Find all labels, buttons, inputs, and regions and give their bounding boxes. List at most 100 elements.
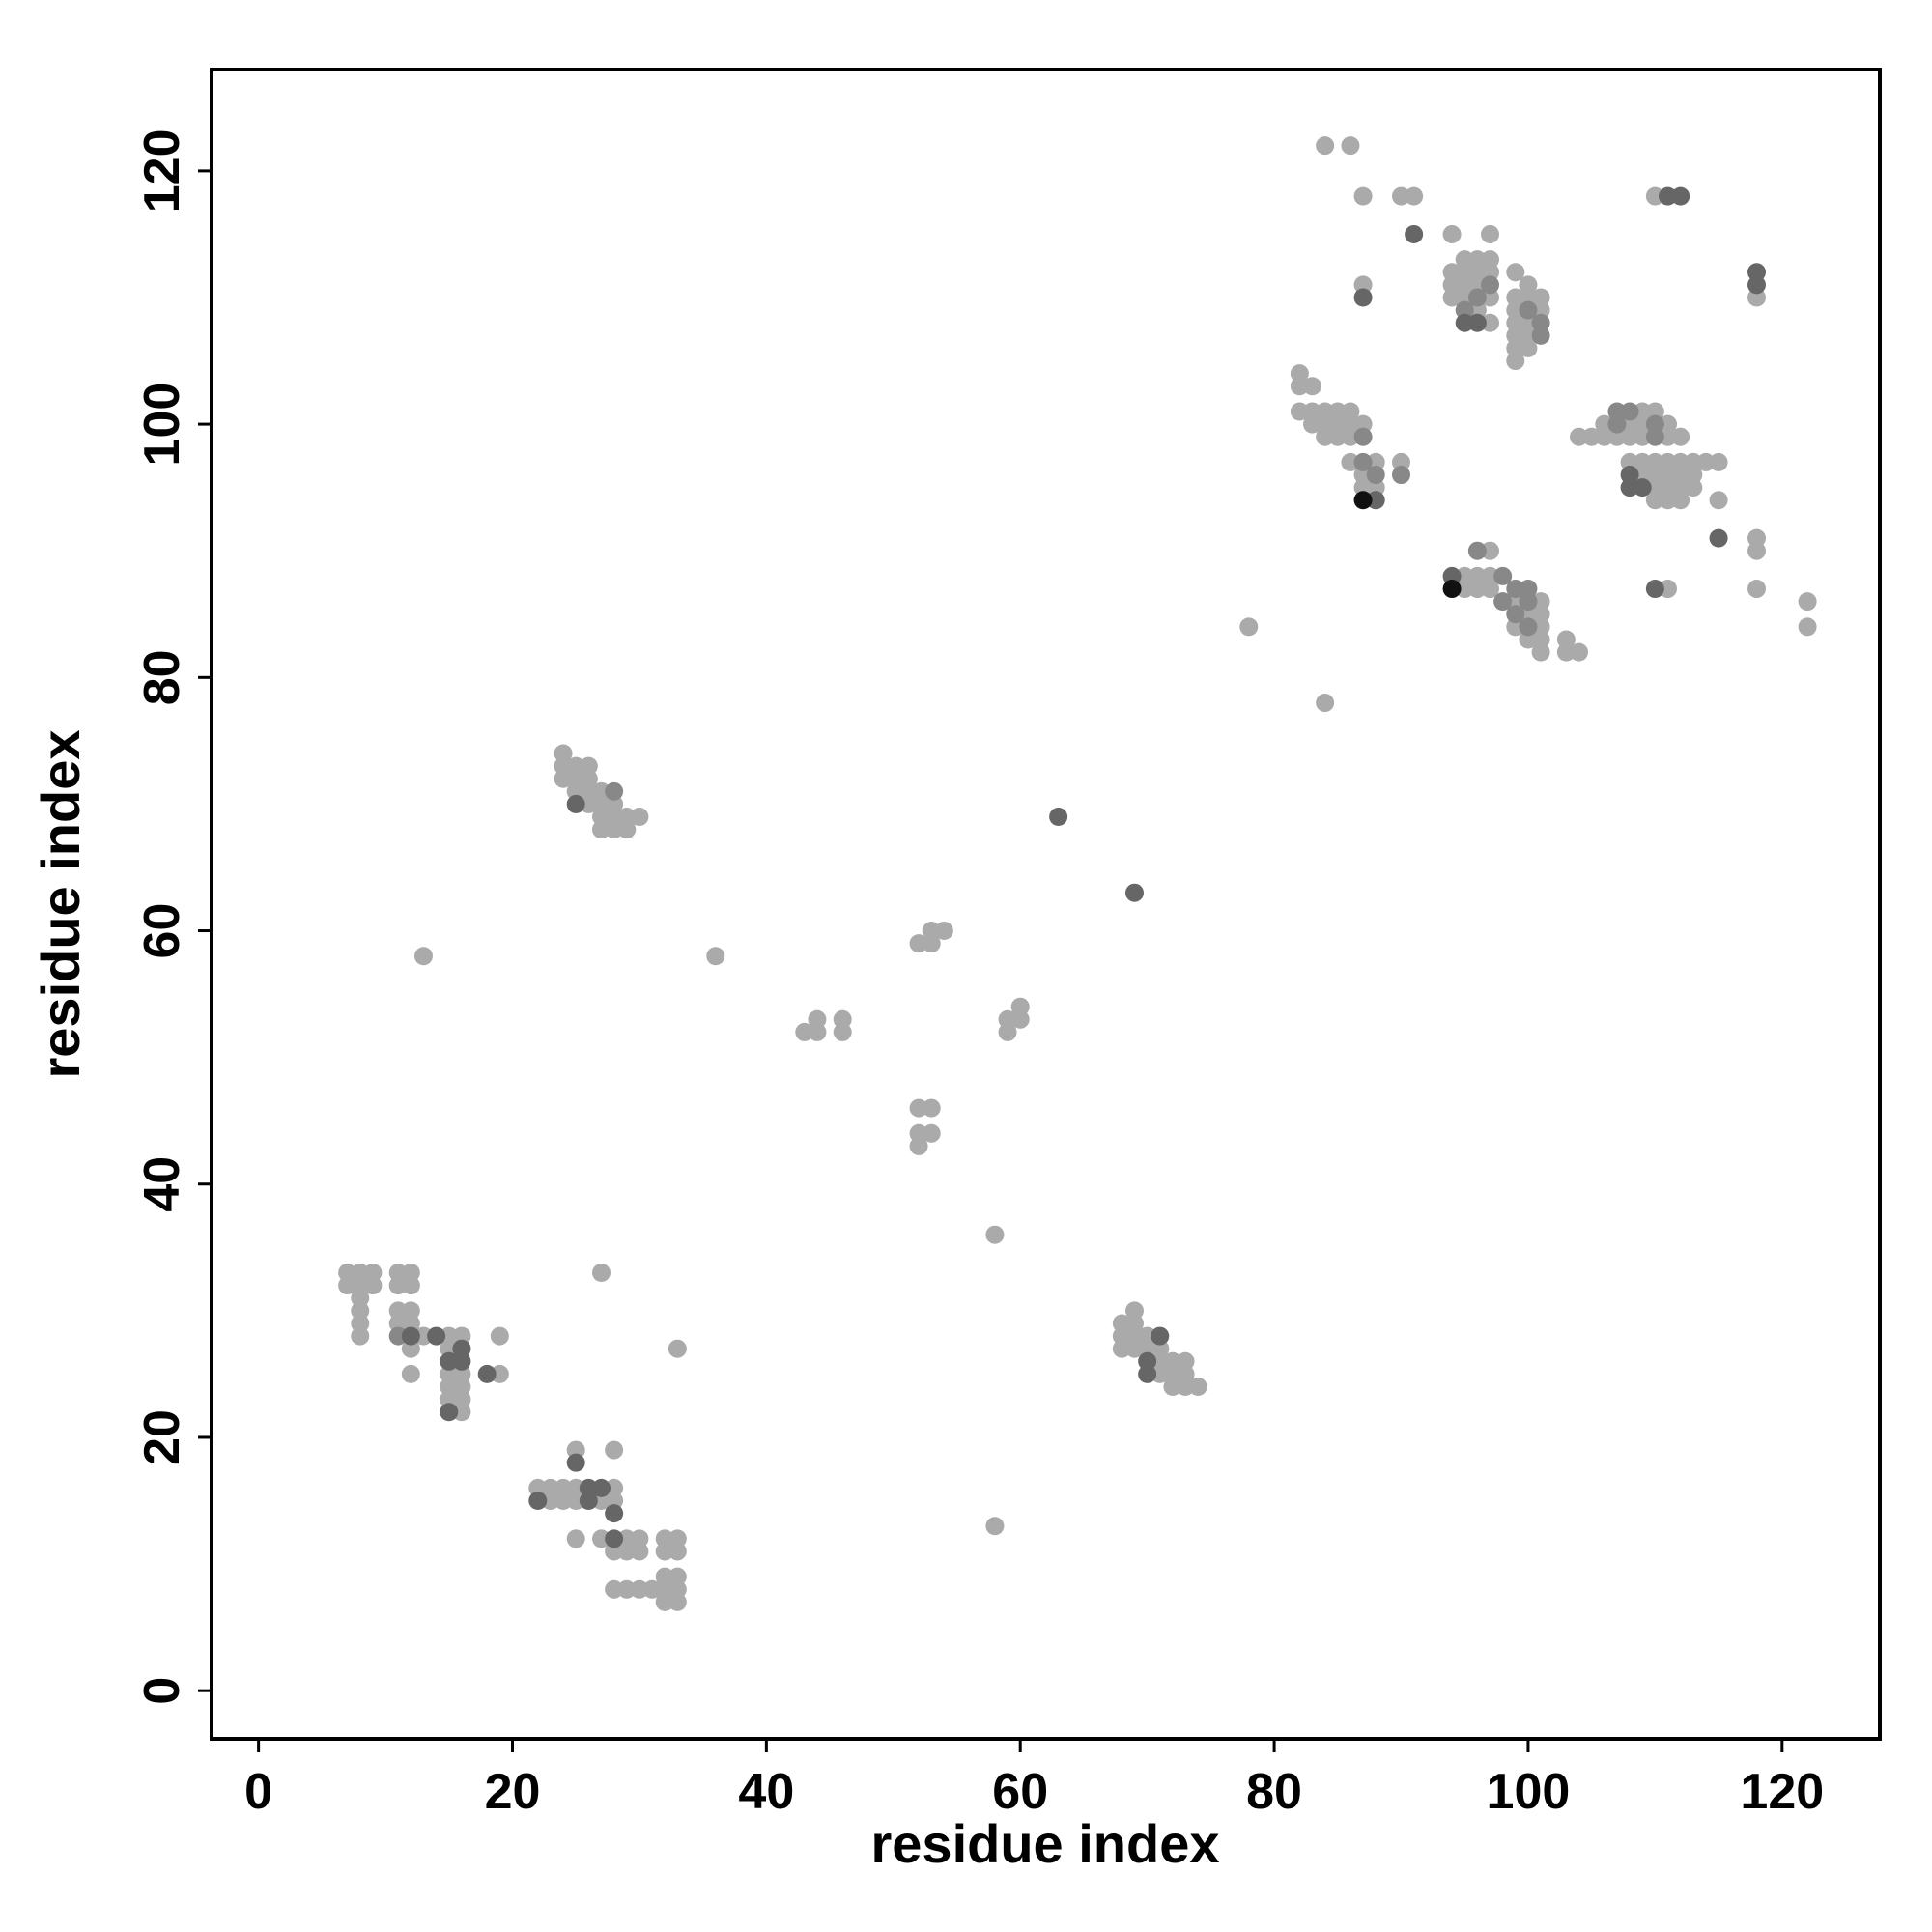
contact-point [1531, 326, 1550, 345]
contact-point [1303, 377, 1322, 396]
contact-point [1709, 452, 1728, 471]
contact-point [554, 769, 573, 788]
contact-point [1481, 275, 1500, 295]
contact-point [1353, 466, 1373, 485]
contact-point [1531, 300, 1550, 320]
contact-point [1671, 427, 1690, 446]
contact-point [1645, 402, 1664, 421]
contact-point [413, 947, 433, 966]
contact-point [1620, 414, 1639, 434]
contact-point [591, 781, 611, 801]
y-tick-label: 40 [134, 1156, 190, 1212]
contact-point [1049, 808, 1068, 827]
contact-point [1481, 580, 1500, 599]
contact-point [388, 1314, 408, 1333]
contact-point [642, 1579, 662, 1599]
contact-point [605, 781, 624, 801]
contact-point [363, 1276, 383, 1295]
contact-point [1506, 263, 1525, 282]
contact-point [630, 808, 649, 827]
contact-point [1620, 466, 1639, 485]
contact-point [833, 1022, 852, 1041]
contact-point [605, 1579, 624, 1599]
contact-point [452, 1351, 471, 1371]
contact-point [401, 1339, 420, 1358]
contact-point [922, 934, 941, 953]
contact-point [1519, 275, 1538, 295]
contact-point [591, 820, 611, 839]
contact-point [1556, 630, 1576, 649]
contact-point [554, 1478, 573, 1497]
contact-point [1353, 427, 1373, 446]
contact-point [1366, 452, 1385, 471]
contact-point [1659, 414, 1678, 434]
contact-point [1519, 630, 1538, 649]
contact-point [1353, 288, 1373, 307]
contact-point [591, 1529, 611, 1548]
contact-point [1620, 427, 1639, 446]
contact-point [1442, 224, 1462, 243]
contact-point [617, 1579, 637, 1599]
contact-point [1531, 642, 1550, 662]
contact-point [1633, 466, 1652, 485]
contact-point [1328, 427, 1348, 446]
contact-point [1493, 592, 1513, 611]
contact-point [985, 1225, 1005, 1244]
contact-point [1341, 452, 1360, 471]
contact-point [1696, 452, 1716, 471]
contact-point [351, 1326, 370, 1346]
contact-point [401, 1276, 420, 1295]
contact-point [1125, 1326, 1145, 1346]
contact-point [1659, 427, 1678, 446]
contact-point [490, 1326, 509, 1346]
contact-point [1010, 997, 1030, 1016]
contact-point [1455, 275, 1474, 295]
contact-point [1176, 1351, 1195, 1371]
contact-point [351, 1314, 370, 1333]
contact-point [1467, 580, 1487, 599]
contact-point [998, 1009, 1017, 1029]
y-tick-label: 0 [134, 1677, 190, 1705]
contact-point [1303, 402, 1322, 421]
contact-point [452, 1390, 471, 1409]
contact-point [1481, 250, 1500, 270]
contact-point [655, 1567, 674, 1586]
contact-point [554, 744, 573, 763]
contact-point [1531, 288, 1550, 307]
contact-point [1353, 478, 1373, 497]
contact-point [528, 1478, 548, 1497]
contact-point [655, 1542, 674, 1561]
contact-point [1620, 478, 1639, 497]
contact-point [1405, 186, 1424, 206]
contact-point [1467, 566, 1487, 585]
contact-point [1125, 1301, 1145, 1321]
contact-point [605, 1504, 624, 1523]
contact-point [1112, 1326, 1131, 1346]
contact-point [1747, 288, 1767, 307]
contact-point [388, 1326, 408, 1346]
contact-point [1151, 1364, 1170, 1383]
contact-point [440, 1390, 459, 1409]
contact-point [1125, 1339, 1145, 1358]
x-tick-label: 0 [244, 1764, 272, 1820]
contact-point [605, 1440, 624, 1460]
contact-point [1570, 427, 1589, 446]
contact-point [1506, 580, 1525, 599]
contact-point [1506, 605, 1525, 624]
contact-point [1519, 605, 1538, 624]
contact-point [1151, 1351, 1170, 1371]
contact-point [1645, 452, 1664, 471]
contact-point [413, 1326, 433, 1346]
contact-point [617, 820, 637, 839]
contact-point [1493, 566, 1513, 585]
contact-point [1519, 580, 1538, 599]
x-tick-label: 60 [992, 1764, 1048, 1820]
contact-point [795, 1022, 814, 1041]
contact-point [1506, 313, 1525, 332]
contact-point [1303, 414, 1322, 434]
contact-point [1671, 478, 1690, 497]
contact-point [1353, 414, 1373, 434]
contact-point [630, 1542, 649, 1561]
contact-point [1353, 186, 1373, 206]
contact-point [1709, 528, 1728, 548]
